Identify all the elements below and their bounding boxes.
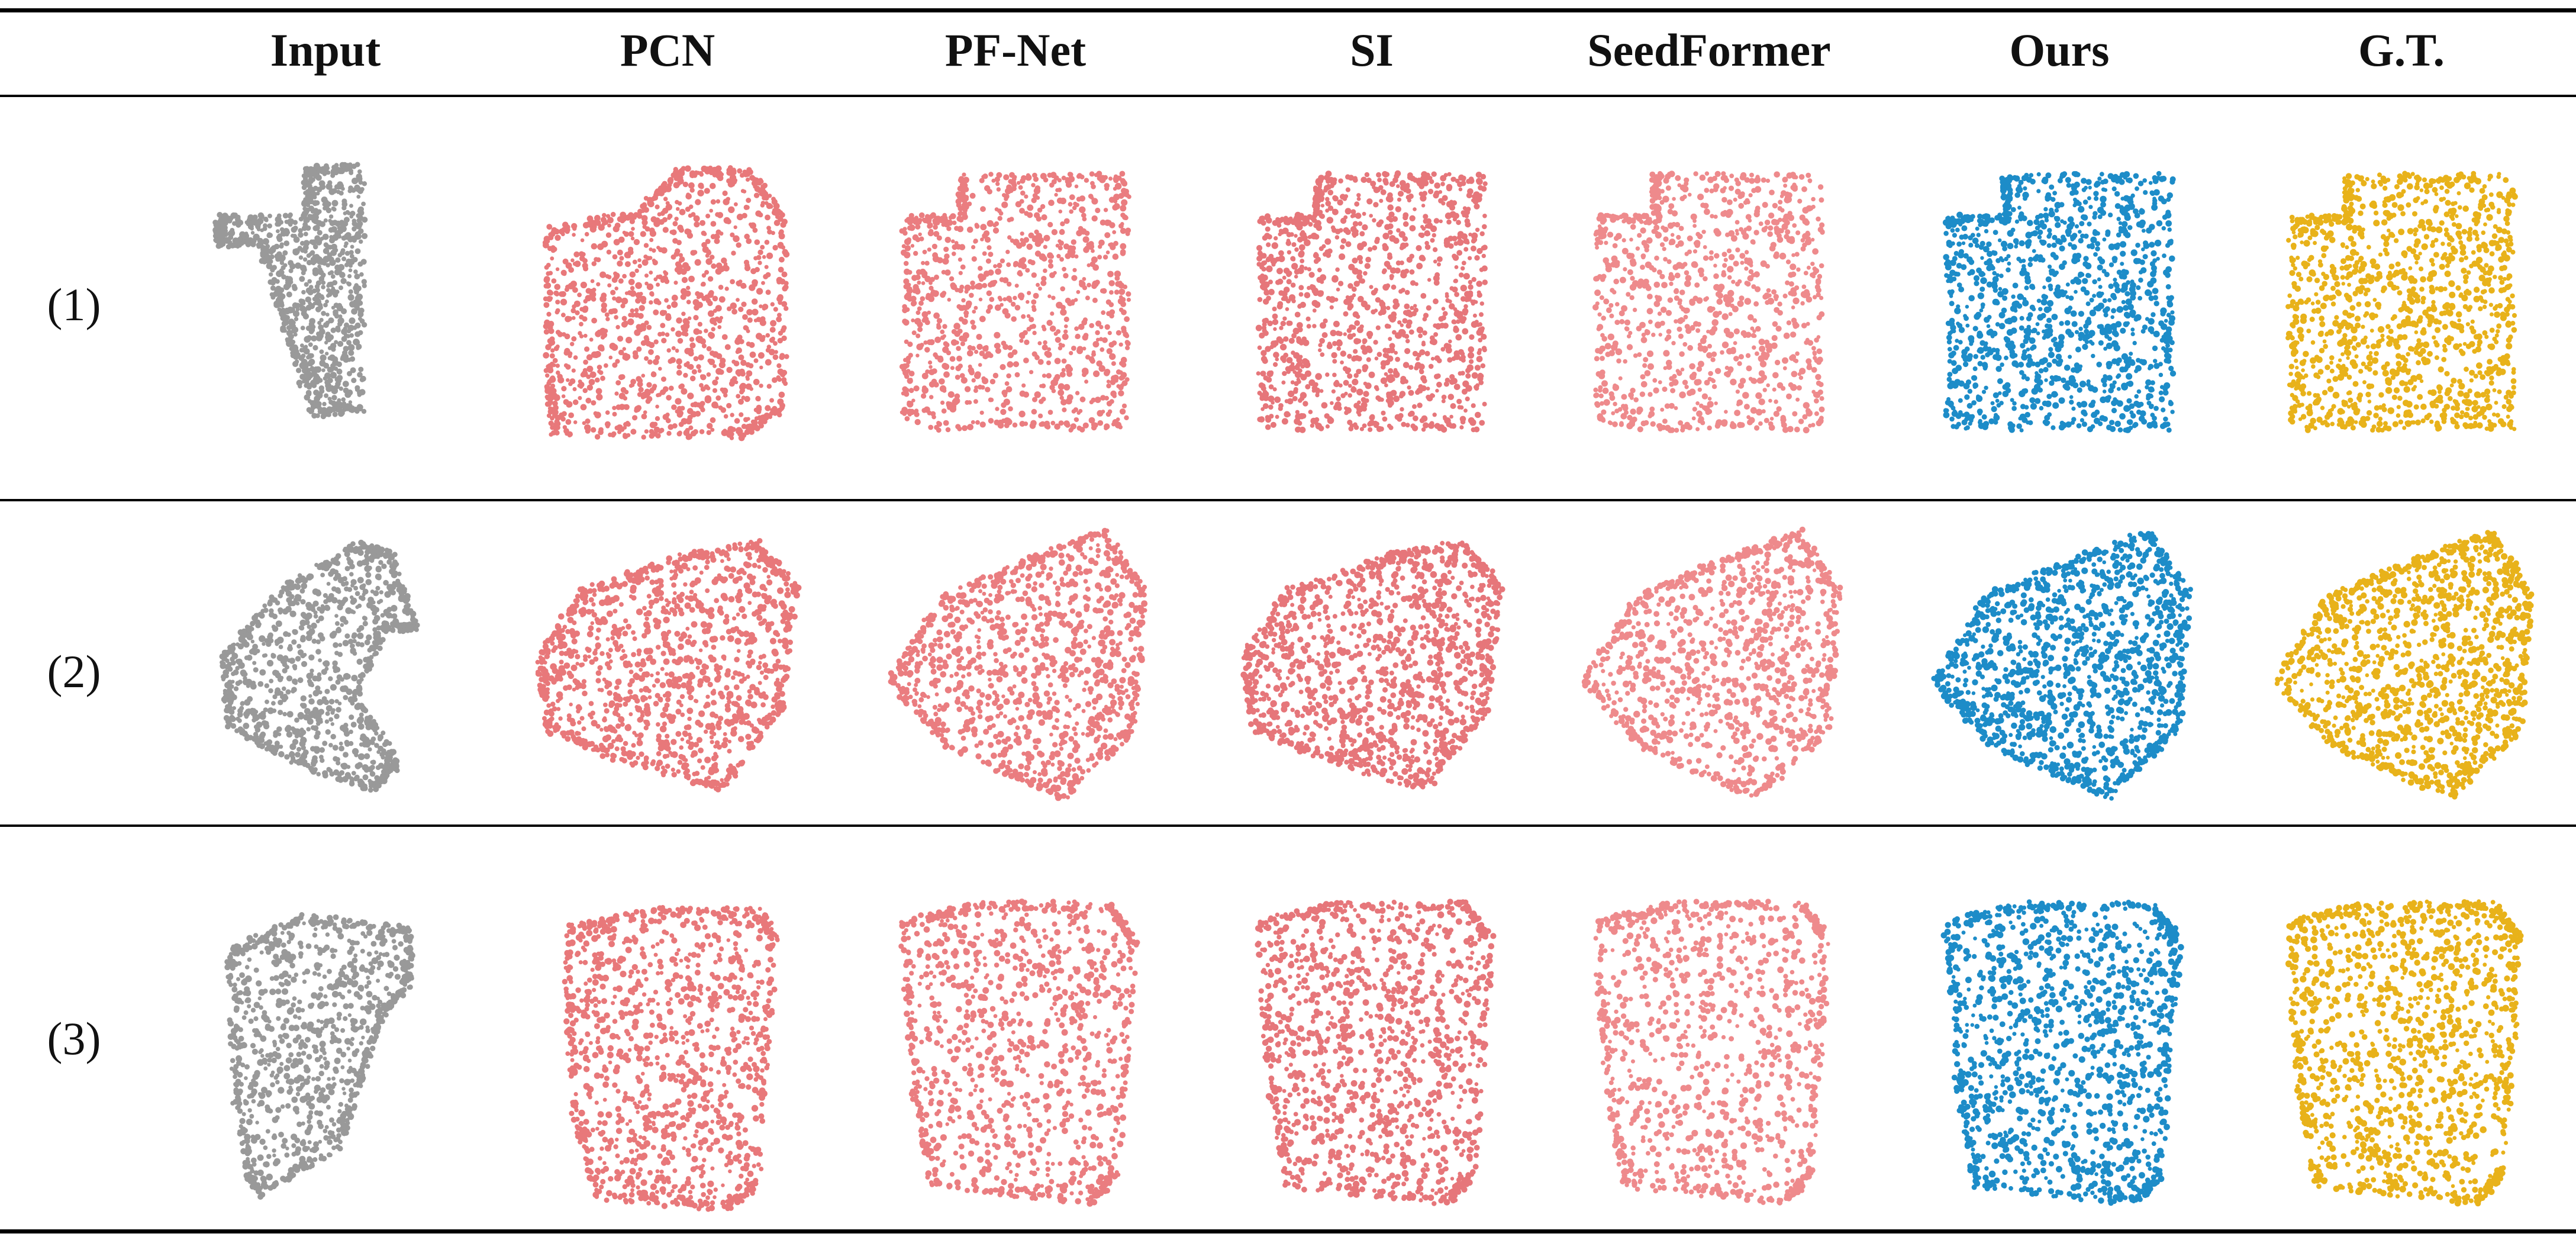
row-label-3: (3) xyxy=(36,1009,112,1068)
top-rule xyxy=(0,8,2576,12)
point-cloud-ours-row-3 xyxy=(1940,899,2184,1206)
point-cloud-gt-row-3 xyxy=(2285,899,2524,1207)
row-label-2: (2) xyxy=(36,642,112,701)
point-cloud-seedformer-row-2 xyxy=(1581,526,1843,798)
point-cloud-seedformer-row-3 xyxy=(1593,898,1830,1206)
bottom-rule xyxy=(0,1229,2576,1233)
point-cloud-si-row-3 xyxy=(1255,898,1497,1206)
column-header-si: SI xyxy=(1206,18,1537,83)
point-cloud-pcn-row-1 xyxy=(542,165,790,442)
point-cloud-pfnet-row-1 xyxy=(899,170,1131,433)
point-cloud-pfnet-row-2 xyxy=(888,527,1148,801)
row-rule-1 xyxy=(0,499,2576,501)
column-header-ours: Ours xyxy=(1894,18,2225,83)
point-cloud-gt-row-1 xyxy=(2285,170,2518,433)
point-cloud-pcn-row-3 xyxy=(562,905,780,1212)
point-cloud-si-row-1 xyxy=(1255,170,1488,433)
column-header-input: Input xyxy=(160,18,491,83)
row-label-1: (1) xyxy=(36,275,112,334)
point-cloud-input-row-1 xyxy=(212,162,368,420)
point-cloud-pcn-row-2 xyxy=(535,538,802,793)
point-cloud-seedformer-row-1 xyxy=(1592,170,1825,434)
column-header-gt: G.T. xyxy=(2236,18,2567,83)
point-cloud-ours-row-1 xyxy=(1942,170,2177,433)
point-cloud-pfnet-row-3 xyxy=(898,898,1140,1207)
column-header-pfnet: PF-Net xyxy=(850,18,1181,83)
point-cloud-si-row-2 xyxy=(1240,540,1505,790)
column-header-pcn: PCN xyxy=(502,18,833,83)
header-rule xyxy=(0,95,2576,97)
point-cloud-input-row-2 xyxy=(219,539,420,793)
column-header-seedformer: SeedFormer xyxy=(1543,18,1875,83)
row-rule-2 xyxy=(0,824,2576,827)
point-cloud-ours-row-2 xyxy=(1931,531,2193,801)
point-cloud-input-row-3 xyxy=(224,912,415,1200)
point-cloud-gt-row-2 xyxy=(2274,530,2535,800)
